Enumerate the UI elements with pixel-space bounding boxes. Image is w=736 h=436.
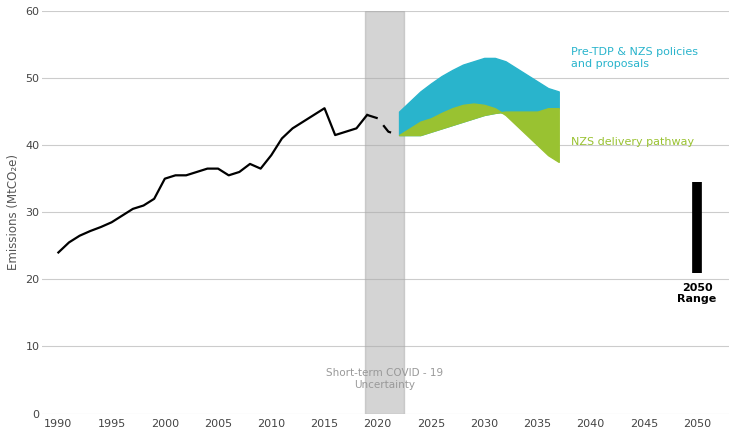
Y-axis label: Emissions (MtCO₂e): Emissions (MtCO₂e) xyxy=(7,154,20,270)
Bar xyxy=(365,11,404,413)
Text: NZS delivery pathway: NZS delivery pathway xyxy=(571,137,695,147)
Text: 2050
Range: 2050 Range xyxy=(678,283,717,304)
Text: Short-term COVID - 19
Uncertainty: Short-term COVID - 19 Uncertainty xyxy=(326,368,443,390)
Text: Pre-TDP & NZS policies
and proposals: Pre-TDP & NZS policies and proposals xyxy=(571,47,698,69)
